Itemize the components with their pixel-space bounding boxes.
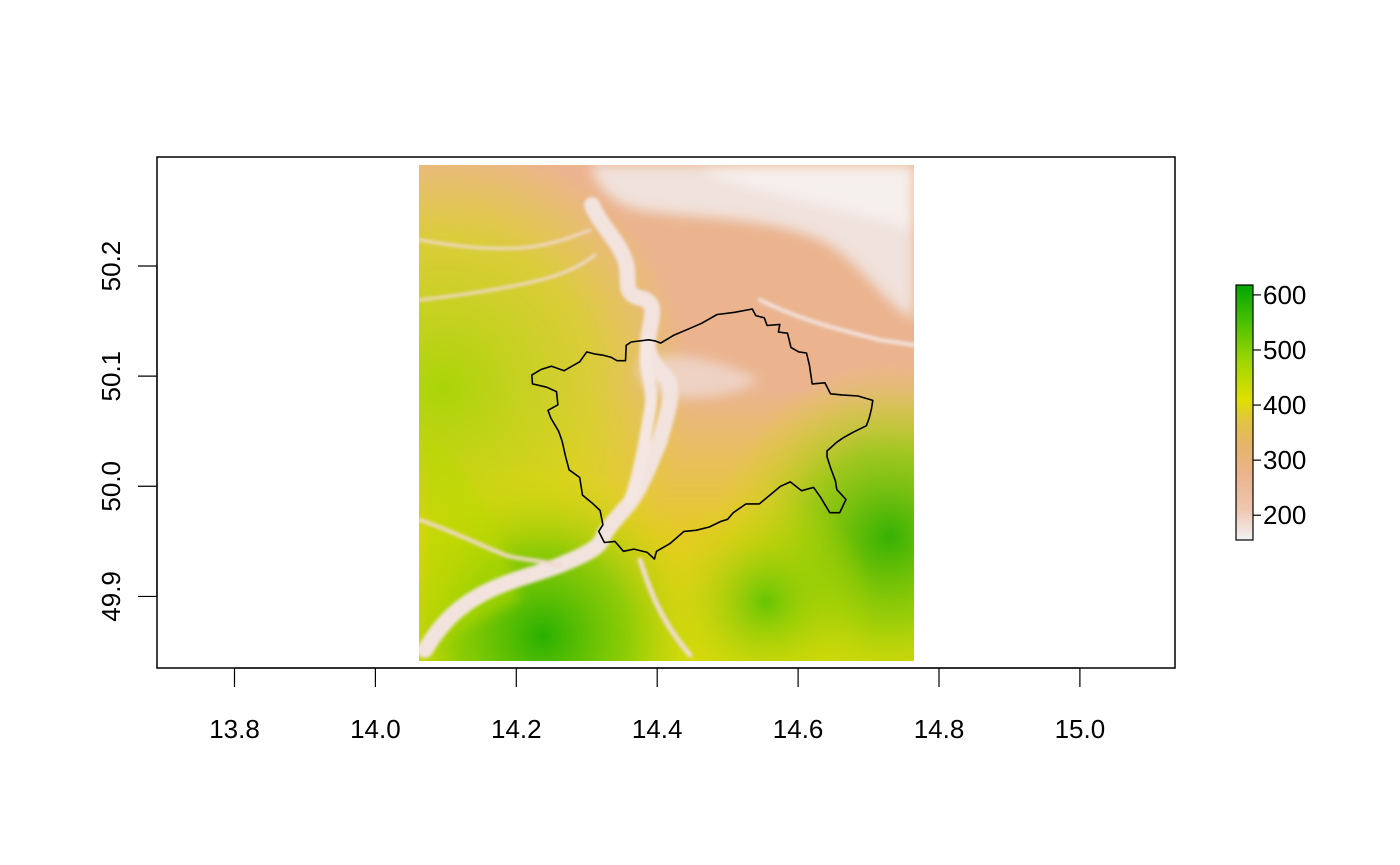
colorbar-tick-label: 500 <box>1263 335 1306 365</box>
x-tick-label: 14.0 <box>350 714 401 744</box>
x-tick-label: 14.4 <box>632 714 683 744</box>
colorbar-tick-label: 200 <box>1263 500 1306 530</box>
x-tick-label: 14.8 <box>914 714 965 744</box>
city-boundary-outline <box>531 308 874 560</box>
y-tick-label: 49.9 <box>96 571 126 622</box>
x-tick-label: 13.8 <box>209 714 260 744</box>
elevation-raster <box>419 165 914 661</box>
colorbar <box>1235 284 1254 541</box>
x-tick-label: 14.2 <box>491 714 542 744</box>
y-tick-label: 50.1 <box>96 351 126 402</box>
x-tick-label: 14.6 <box>773 714 824 744</box>
color-legend: 200 300 400 500 600 <box>1235 280 1306 541</box>
x-axis: 13.8 14.0 14.2 14.4 14.6 14.8 15.0 <box>209 667 1106 744</box>
colorbar-ticks: 200 300 400 500 600 <box>1253 280 1306 530</box>
y-axis: 49.9 50.0 50.1 50.2 <box>96 241 158 622</box>
y-tick-label: 50.0 <box>96 461 126 512</box>
x-tick-label: 15.0 <box>1055 714 1106 744</box>
colorbar-tick-label: 400 <box>1263 390 1306 420</box>
colorbar-tick-label: 600 <box>1263 280 1306 310</box>
y-tick-label: 50.2 <box>96 241 126 292</box>
colorbar-tick-label: 300 <box>1263 445 1306 475</box>
